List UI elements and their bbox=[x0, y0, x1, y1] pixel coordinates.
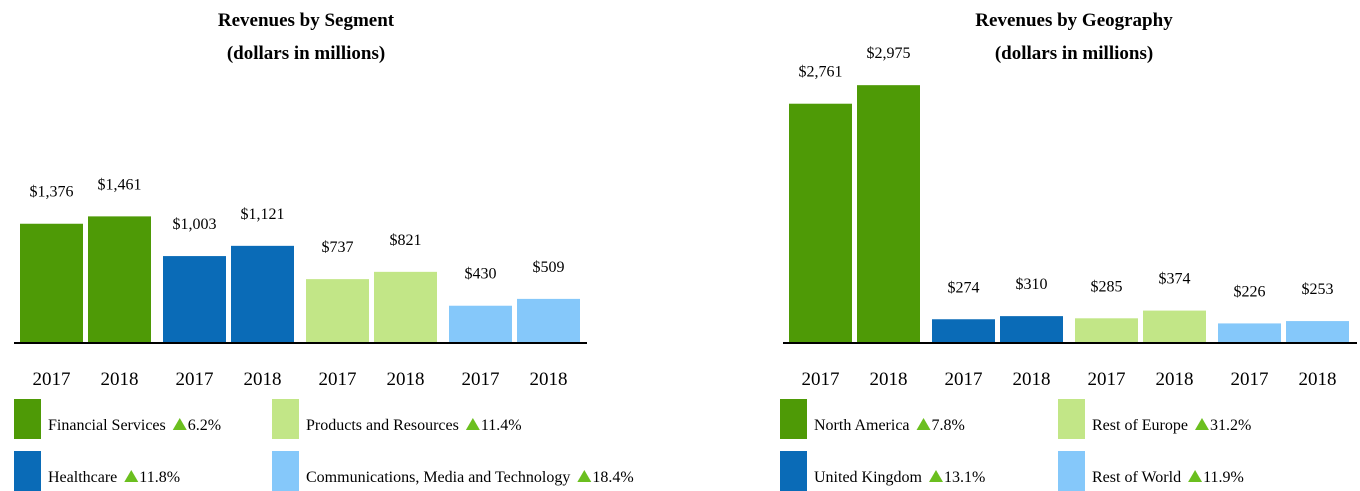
legend-growth-1-2: 31.2% bbox=[1210, 417, 1251, 434]
data-label-0-1-0: $1,003 bbox=[173, 216, 217, 233]
year-tick-0-2-0: 2017 bbox=[319, 369, 357, 390]
legend-swatch-0-2 bbox=[272, 399, 299, 439]
legend-growth-1-1: 13.1% bbox=[944, 469, 985, 486]
year-tick-1-2-1: 2018 bbox=[1156, 369, 1194, 390]
legend-label-1-0: North America bbox=[814, 417, 910, 434]
year-tick-1-1-0: 2017 bbox=[945, 369, 983, 390]
data-label-1-1-0: $274 bbox=[948, 279, 980, 296]
year-tick-0-3-0: 2017 bbox=[462, 369, 500, 390]
legend-growth-1-3: 11.9% bbox=[1203, 469, 1244, 486]
legend-label-0-3: Communications, Media and Technology bbox=[306, 469, 570, 486]
segment-chart-subtitle: (dollars in millions) bbox=[227, 43, 385, 64]
bar-0-2-1 bbox=[374, 271, 437, 343]
legend-swatch-1-0 bbox=[780, 399, 807, 439]
year-tick-0-2-1: 2018 bbox=[387, 369, 425, 390]
bar-0-0-1 bbox=[88, 216, 151, 343]
legend-label-1-1: United Kingdom bbox=[814, 469, 923, 486]
year-tick-1-3-1: 2018 bbox=[1299, 369, 1337, 390]
data-label-1-3-0: $226 bbox=[1234, 283, 1266, 300]
year-tick-1-0-1: 2018 bbox=[870, 369, 908, 390]
year-tick-1-0-0: 2017 bbox=[802, 369, 840, 390]
legend-label-0-2: Products and Resources bbox=[306, 417, 459, 434]
legend-label-1-2: Rest of Europe bbox=[1092, 417, 1188, 434]
year-tick-1-1-1: 2018 bbox=[1013, 369, 1051, 390]
year-tick-0-0-1: 2018 bbox=[101, 369, 139, 390]
legend-growth-1-0: 7.8% bbox=[932, 417, 965, 434]
legend-swatch-0-1 bbox=[14, 451, 41, 491]
year-tick-1-2-0: 2017 bbox=[1088, 369, 1126, 390]
bar-0-3-0 bbox=[449, 305, 512, 343]
legend-swatch-1-1 bbox=[780, 451, 807, 491]
segment-chart-title: Revenues by Segment bbox=[218, 10, 395, 31]
legend-growth-0-1: 11.8% bbox=[139, 469, 180, 486]
legend-up-triangle-icon-0-0 bbox=[172, 418, 187, 430]
data-label-1-0-0: $2,761 bbox=[799, 64, 843, 81]
legend-swatch-1-2 bbox=[1058, 399, 1085, 439]
legend-up-triangle-icon-0-3 bbox=[577, 470, 592, 482]
bar-0-0-0 bbox=[20, 223, 83, 343]
data-label-1-0-1: $2,975 bbox=[867, 45, 911, 62]
bar-1-0-0 bbox=[789, 103, 852, 343]
data-label-0-2-0: $737 bbox=[322, 239, 354, 256]
legend-up-triangle-icon-0-2 bbox=[465, 418, 480, 430]
legend-up-triangle-icon-1-2 bbox=[1194, 418, 1209, 430]
legend-growth-0-2: 11.4% bbox=[481, 417, 522, 434]
year-tick-1-3-0: 2017 bbox=[1231, 369, 1269, 390]
data-label-0-3-0: $430 bbox=[465, 266, 497, 283]
legend-swatch-0-3 bbox=[272, 451, 299, 491]
data-label-0-2-1: $821 bbox=[390, 232, 422, 249]
year-tick-0-1-1: 2018 bbox=[244, 369, 282, 390]
bar-0-3-1 bbox=[517, 298, 580, 343]
legend-up-triangle-icon-1-1 bbox=[929, 470, 943, 482]
legend-up-triangle-icon-1-0 bbox=[916, 418, 931, 430]
legend-up-triangle-icon-0-1 bbox=[124, 470, 139, 482]
data-label-0-0-1: $1,461 bbox=[98, 176, 142, 193]
legend-swatch-1-3 bbox=[1058, 451, 1085, 491]
bar-1-1-1 bbox=[1000, 316, 1063, 343]
data-label-1-1-1: $310 bbox=[1016, 276, 1048, 293]
bar-0-1-1 bbox=[231, 245, 294, 343]
data-label-0-3-1: $509 bbox=[533, 259, 565, 276]
legend-swatch-0-0 bbox=[14, 399, 41, 439]
data-label-1-2-1: $374 bbox=[1159, 271, 1191, 288]
geography-chart-subtitle: (dollars in millions) bbox=[995, 43, 1153, 64]
data-label-1-2-0: $285 bbox=[1091, 278, 1123, 295]
legend-label-0-1: Healthcare bbox=[48, 469, 117, 486]
legend-label-1-3: Rest of World bbox=[1092, 469, 1181, 486]
legend-label-0-0: Financial Services bbox=[48, 417, 166, 434]
legend-up-triangle-icon-1-3 bbox=[1188, 470, 1203, 482]
bar-0-2-0 bbox=[306, 279, 369, 343]
year-tick-0-3-1: 2018 bbox=[530, 369, 568, 390]
bar-1-3-0 bbox=[1218, 323, 1281, 343]
geography-chart-title: Revenues by Geography bbox=[975, 10, 1173, 31]
legend-growth-0-0: 6.2% bbox=[188, 417, 221, 434]
bar-1-2-1 bbox=[1143, 310, 1206, 343]
data-label-1-3-1: $253 bbox=[1302, 281, 1334, 298]
bar-1-3-1 bbox=[1286, 321, 1349, 343]
bar-1-1-0 bbox=[932, 319, 995, 343]
bar-1-2-0 bbox=[1075, 318, 1138, 343]
legend-growth-0-3: 18.4% bbox=[592, 469, 633, 486]
year-tick-0-1-0: 2017 bbox=[176, 369, 214, 390]
bar-1-0-1 bbox=[857, 85, 920, 344]
year-tick-0-0-0: 2017 bbox=[33, 369, 71, 390]
bar-0-1-0 bbox=[163, 256, 226, 343]
data-label-0-0-0: $1,376 bbox=[30, 184, 74, 201]
data-label-0-1-1: $1,121 bbox=[241, 206, 285, 223]
